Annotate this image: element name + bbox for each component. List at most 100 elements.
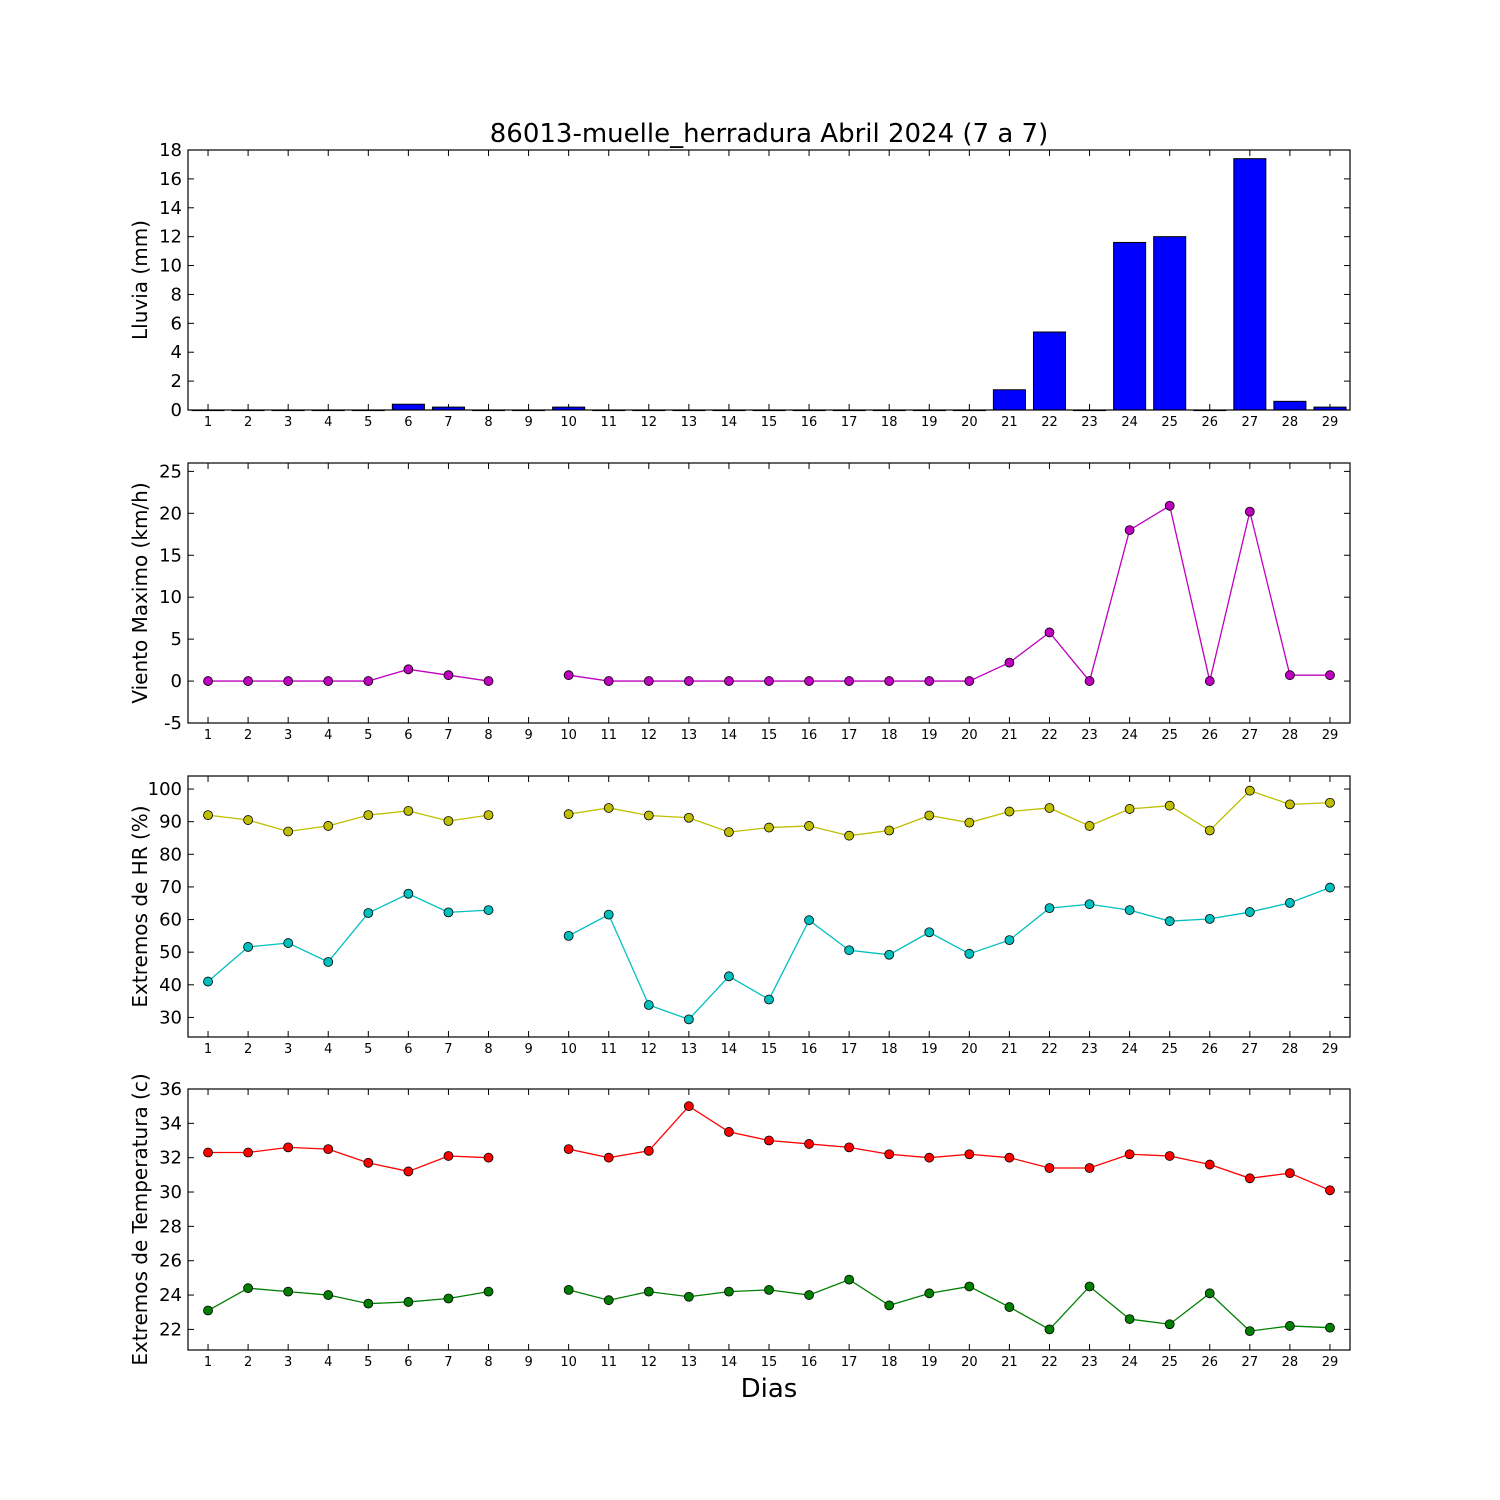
series-2-point (283, 938, 294, 948)
xtick-label: 29 (1322, 1042, 1339, 1057)
xtick-label: 19 (921, 1042, 938, 1057)
series-1-point (844, 676, 855, 686)
series-2-point (603, 909, 614, 920)
xtick-label: 24 (1121, 1355, 1138, 1370)
ytick-label: 4 (171, 342, 182, 363)
xtick-label: 12 (641, 728, 658, 743)
series-1-point (764, 822, 774, 833)
xtick-label: 14 (721, 415, 738, 430)
xtick-label: 20 (961, 1355, 978, 1370)
series-1-point (1325, 797, 1335, 808)
series-1-point (283, 676, 294, 686)
xtick-label: 7 (444, 728, 452, 743)
xtick-label: 26 (1201, 415, 1218, 430)
xtick-label: 12 (641, 415, 658, 430)
series-2-point (483, 905, 494, 915)
series-1-point (1124, 525, 1135, 535)
xtick-label: 16 (801, 1042, 818, 1057)
xtick-label: 1 (204, 728, 212, 743)
xtick-label: 27 (1242, 1042, 1259, 1057)
xtick-label: 4 (324, 728, 332, 743)
series-1-point (643, 810, 654, 821)
ytick-label: 100 (148, 779, 182, 800)
xtick-label: 15 (761, 415, 778, 430)
xtick-label: 16 (801, 728, 818, 743)
xtick-label: 14 (721, 1042, 738, 1057)
series-1-point (844, 830, 855, 841)
rain-bar (1032, 331, 1067, 411)
series-line-2 (207, 1278, 1330, 1332)
xtick-label: 11 (600, 1355, 617, 1370)
series-2-point (724, 1286, 734, 1297)
series-1-point (323, 821, 334, 831)
ytick-label: 8 (171, 284, 182, 305)
ytick-label: 34 (159, 1113, 182, 1134)
ytick-label: 25 (159, 461, 182, 482)
series-1-point (443, 670, 454, 681)
series-1-point (1124, 804, 1135, 814)
xtick-label: 10 (560, 1355, 577, 1370)
xtick-label: 28 (1282, 728, 1299, 743)
xtick-label: 24 (1121, 728, 1138, 743)
xtick-label: 11 (600, 1042, 617, 1057)
xtick-label: 5 (364, 1042, 372, 1057)
series-1-point (804, 676, 814, 686)
xtick-label: 11 (600, 728, 617, 743)
xtick-label: 17 (841, 728, 858, 743)
xtick-label: 27 (1242, 728, 1259, 743)
xtick-label: 23 (1081, 1355, 1098, 1370)
rain-bar (992, 389, 1026, 411)
xtick-label: 8 (484, 415, 492, 430)
xtick-label: 20 (961, 415, 978, 430)
series-1-point (643, 1145, 654, 1156)
xtick-label: 14 (721, 728, 738, 743)
xtick-label: 9 (524, 728, 532, 743)
ytick-label: 22 (159, 1319, 182, 1340)
xtick-label: 17 (841, 415, 858, 430)
xtick-label: 25 (1161, 1042, 1178, 1057)
series-1-point (283, 826, 294, 837)
xtick-label: 25 (1161, 415, 1178, 430)
series-1-point (1004, 657, 1015, 668)
xtick-label: 22 (1041, 1355, 1058, 1370)
series-1-point (964, 1149, 975, 1160)
series-1-point (403, 1166, 414, 1177)
xtick-label: 2 (244, 1042, 252, 1057)
series-1-point (1204, 676, 1215, 686)
series-1-point (964, 676, 975, 686)
xtick-label: 3 (284, 1355, 292, 1370)
series-1-point (483, 676, 494, 686)
ytick-label: 5 (171, 629, 182, 650)
xtick-label: 13 (681, 728, 698, 743)
ytick-label: 14 (159, 198, 182, 219)
xtick-label: 10 (560, 1042, 577, 1057)
series-2-point (1244, 1326, 1255, 1337)
series-2-point (964, 948, 975, 959)
ytick-label: 30 (159, 1182, 182, 1203)
ytick-label: 28 (159, 1216, 182, 1237)
ytick-label: 60 (159, 910, 182, 931)
ytick-label: 40 (159, 975, 182, 996)
series-1-point (603, 676, 614, 686)
xtick-label: 26 (1201, 728, 1218, 743)
series-1-point (563, 809, 574, 820)
series-2-point (1244, 907, 1255, 917)
series-1-point (884, 1149, 895, 1160)
xtick-label: 2 (244, 415, 252, 430)
series-2-point (964, 1281, 975, 1292)
series-1-point (1084, 1163, 1095, 1173)
series-2-point (1325, 882, 1335, 893)
series-2-point (1044, 1324, 1055, 1335)
series-1-point (1284, 670, 1295, 681)
series-2-point (203, 1305, 213, 1316)
ytick-label: 10 (159, 587, 182, 608)
series-1-point (603, 803, 614, 813)
series-1-point (1164, 800, 1175, 811)
xtick-label: 18 (881, 728, 898, 743)
xtick-label: 19 (921, 1355, 938, 1370)
series-2-point (724, 971, 734, 982)
series-1-point (683, 812, 694, 823)
